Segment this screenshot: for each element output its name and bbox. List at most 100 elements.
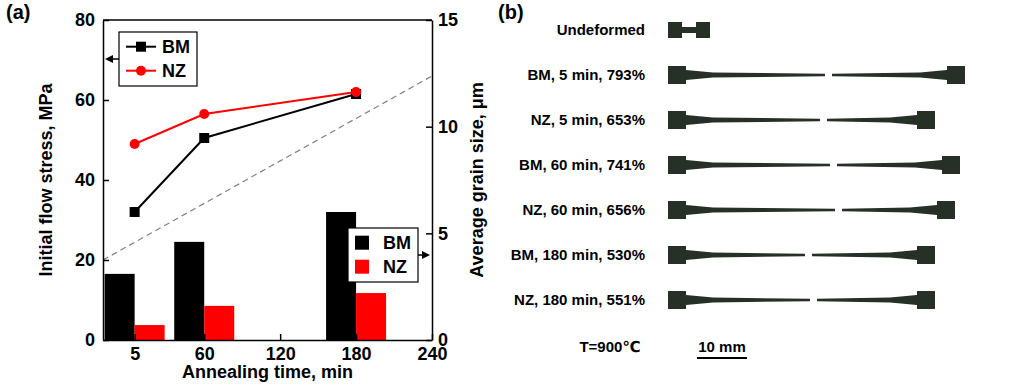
y-axis: 0 20 40 60 80	[75, 10, 109, 350]
x-axis-title: Annealing time, min	[182, 362, 353, 382]
legend-entry: BM	[126, 37, 190, 57]
y-axis-title: Initial flow stress, MPa	[36, 82, 56, 276]
marker	[199, 133, 209, 143]
specimen	[668, 291, 935, 309]
y2-axis: 0 5 10 15	[426, 10, 458, 350]
marker	[199, 109, 209, 119]
plot-marks	[103, 76, 432, 340]
legend-swatch	[355, 236, 369, 250]
marker	[130, 139, 140, 149]
bar	[356, 293, 386, 340]
tick-mark	[103, 100, 109, 102]
reference-line	[103, 76, 432, 260]
tick: 60	[195, 334, 215, 364]
x-axis-line	[104, 340, 433, 342]
tick-label: 0	[438, 330, 448, 350]
tick-mark	[103, 180, 109, 182]
specimen-label: NZ, 60 min, 656%	[522, 201, 645, 218]
legend-box	[119, 32, 197, 86]
tick: 10	[426, 117, 458, 137]
specimen-label: BM, 5 min, 793%	[527, 66, 645, 83]
tick-label: 40	[75, 170, 95, 190]
y2-axis-title: Average grain size, μm	[467, 82, 487, 277]
legend-label: BM	[383, 233, 411, 253]
tick-mark	[204, 334, 206, 340]
tick-label: 20	[75, 250, 95, 270]
tick-mark	[426, 233, 432, 235]
legend-arrow	[418, 251, 430, 259]
series-line	[135, 92, 356, 144]
tick-mark	[103, 20, 109, 22]
legend-label: NZ	[162, 61, 186, 81]
series-line	[135, 94, 356, 212]
tick-label: 10	[438, 117, 458, 137]
panel-label: (b)	[498, 1, 524, 23]
legend-marker	[136, 42, 146, 52]
tick-label: 120	[266, 344, 296, 364]
legend-entry: BM	[355, 233, 411, 253]
tick-label: 15	[438, 10, 458, 30]
specimen-label: NZ, 180 min, 551%	[514, 291, 645, 308]
temperature-label: T=900℃	[579, 338, 640, 355]
tick-mark	[426, 340, 432, 342]
legend-entry: NZ	[355, 257, 407, 277]
tick: 20	[75, 250, 109, 270]
frame-top	[103, 19, 432, 21]
bar	[204, 306, 234, 340]
tick: 80	[75, 10, 109, 30]
canvas-svg: (a)560120180240020406080051015Annealing …	[0, 0, 1035, 386]
specimen	[668, 111, 935, 129]
panel-b: (b) Undeformed BM, 5 min, 793% NZ, 5 min, 6…	[498, 1, 965, 358]
y2-axis-line	[432, 21, 434, 341]
legend-arrow	[105, 55, 119, 63]
tick-label: 5	[130, 344, 140, 364]
tick-mark	[426, 126, 432, 128]
x-axis: 560120180240	[104, 334, 448, 364]
scale-bar	[697, 357, 747, 359]
tick: 120	[266, 334, 296, 364]
scale-bar-label: 10 mm	[698, 338, 746, 355]
legend: BM NZ	[105, 32, 197, 86]
tick: 0	[85, 330, 109, 350]
tick: 5	[130, 334, 140, 364]
tick: 5	[426, 224, 448, 244]
tick-label: 60	[195, 344, 215, 364]
tick-mark	[356, 334, 358, 340]
tick-mark	[280, 334, 282, 340]
tick-label: 180	[342, 344, 372, 364]
specimen	[668, 246, 935, 264]
tick-label: 80	[75, 10, 95, 30]
specimen	[668, 66, 965, 84]
tick-mark	[134, 334, 136, 340]
legend-marker	[136, 66, 146, 76]
tick-mark	[103, 340, 109, 342]
tick: 180	[342, 334, 372, 364]
tick: 60	[75, 90, 109, 110]
tick-mark	[426, 20, 432, 22]
specimen-label: BM, 60 min, 741%	[519, 156, 645, 173]
specimen	[668, 156, 960, 174]
legend-label: BM	[162, 37, 190, 57]
specimen	[668, 22, 710, 38]
tick: 15	[426, 10, 458, 30]
figure: (a)560120180240020406080051015Annealing …	[0, 0, 1035, 386]
bar	[174, 242, 204, 340]
specimen-label: BM, 180 min, 530%	[511, 246, 645, 263]
tick-label: 0	[85, 330, 95, 350]
legend-swatch	[355, 260, 369, 274]
specimen-label: Undeformed	[557, 21, 645, 38]
legend: BM NZ	[348, 228, 430, 282]
legend-box	[348, 228, 418, 282]
bar	[105, 274, 135, 340]
marker	[130, 207, 140, 217]
legend-entry: NZ	[126, 61, 186, 81]
panel-label: (a)	[6, 1, 30, 23]
marker	[351, 87, 361, 97]
legend-label: NZ	[383, 257, 407, 277]
tick: 0	[426, 330, 448, 350]
specimen	[668, 201, 955, 219]
bar	[135, 325, 165, 340]
specimen-label: NZ, 5 min, 653%	[531, 111, 645, 128]
tick-mark	[103, 260, 109, 262]
tick-label: 5	[438, 224, 448, 244]
